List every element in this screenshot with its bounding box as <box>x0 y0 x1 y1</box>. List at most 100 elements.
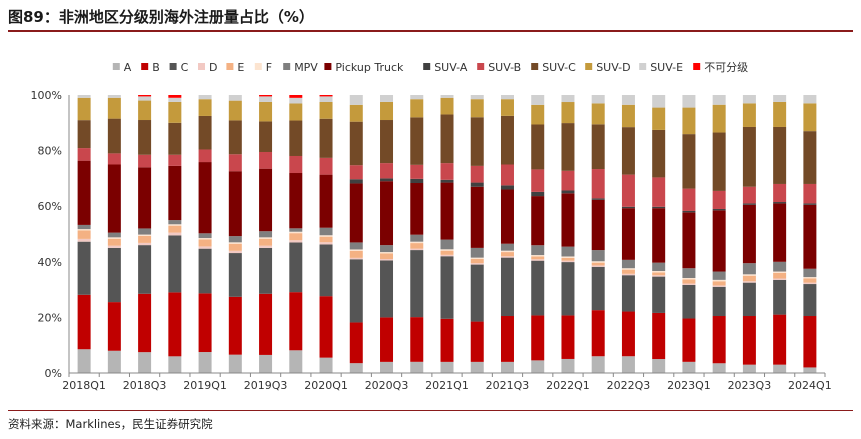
bar-segment <box>228 95 242 101</box>
bar-segment <box>107 164 121 233</box>
bar-segment <box>531 245 545 256</box>
bar-segment <box>198 246 212 249</box>
legend-label: A <box>124 61 132 74</box>
y-tick-label: 0% <box>45 367 62 380</box>
bar-segment <box>803 95 817 104</box>
legend-item: SUV-E <box>639 61 683 74</box>
bar-stack <box>228 95 242 373</box>
bar-segment <box>410 183 424 235</box>
bar-segment <box>380 178 394 182</box>
x-tick-label: 2018Q3 <box>123 379 167 392</box>
bar-segment <box>591 265 605 267</box>
bar-segment <box>259 151 273 169</box>
bar-segment <box>500 115 514 165</box>
bar-segment <box>289 103 303 121</box>
bar-stack <box>289 95 303 373</box>
footer-rule <box>8 410 853 411</box>
bar-segment <box>168 292 182 357</box>
legend-swatch <box>283 63 291 70</box>
bar-segment <box>198 95 212 100</box>
bar-segment <box>500 189 514 244</box>
bar-segment <box>349 179 363 184</box>
y-axis: 0% 20% 40% 60% 80% 100% <box>31 89 70 380</box>
bar-segment <box>289 228 303 232</box>
bar-segment <box>107 350 121 373</box>
x-tick-label: 2019Q1 <box>183 379 227 392</box>
bar-segment <box>773 95 787 102</box>
bar-segment <box>228 242 242 244</box>
bar-segment <box>410 164 424 179</box>
bar-segment <box>742 203 756 205</box>
bar-segment <box>682 212 696 269</box>
bar-segment <box>531 169 545 192</box>
legend-item: Pickup Truck <box>324 61 404 74</box>
bar-segment <box>803 367 817 373</box>
bar-segment <box>198 248 212 294</box>
chart-legend: A B C D E F MPV Pickup Truck SUV-A SUV-B SUV-C SUV-… <box>112 61 748 74</box>
bar-segment <box>773 272 787 279</box>
bar-stack <box>470 95 484 373</box>
legend-label: D <box>209 61 217 74</box>
bar-stack <box>380 95 394 373</box>
bar-segment <box>470 95 484 100</box>
bar-stack <box>138 95 152 373</box>
bar-segment <box>138 293 152 353</box>
x-axis: 2018Q1 2018Q3 2019Q1 2019Q3 2020Q1 2020Q3 2021… <box>62 372 832 392</box>
bar-segment <box>228 120 242 155</box>
bar-segment <box>773 261 787 272</box>
bar-segment <box>500 252 514 257</box>
bar-segment <box>652 208 666 263</box>
bar-segment <box>319 235 333 237</box>
bar-segment <box>742 126 756 187</box>
bar-segment <box>259 293 273 355</box>
bar-segment <box>319 296 333 358</box>
bar-segment <box>682 107 696 135</box>
bar-segment <box>621 273 635 276</box>
bar-stack <box>803 95 817 373</box>
bar-segment <box>228 236 242 243</box>
bar-segment <box>652 107 666 130</box>
legend-label: SUV-A <box>434 61 468 74</box>
bar-segment <box>77 349 91 373</box>
bar-segment <box>803 268 817 278</box>
bar-segment <box>349 322 363 364</box>
bar-segment <box>380 260 394 318</box>
bar-segment <box>259 95 273 97</box>
bar-segment <box>228 354 242 373</box>
bar-segment <box>531 255 545 257</box>
bar-segment <box>773 364 787 373</box>
bar-segment <box>440 179 454 183</box>
bar-segment <box>228 171 242 237</box>
bar-segment <box>803 282 817 285</box>
bar-segment <box>138 242 152 246</box>
legend-label: SUV-C <box>542 61 576 74</box>
bar-segment <box>712 285 726 287</box>
bar-segment <box>410 243 424 249</box>
bar-segment <box>561 102 575 124</box>
bar-segment <box>803 203 817 205</box>
bar-segment <box>742 275 756 282</box>
bar-segment <box>591 95 605 104</box>
bar-segment <box>289 292 303 351</box>
bar-segment <box>289 95 303 98</box>
bar-segment <box>742 103 756 127</box>
bar-segment <box>591 266 605 311</box>
bar-segment <box>198 233 212 239</box>
legend-item: C <box>169 61 189 74</box>
legend-item: A <box>112 61 132 74</box>
bar-segment <box>531 256 545 260</box>
bar-segment <box>561 315 575 359</box>
bar-segment <box>621 127 635 175</box>
bar-segment <box>531 260 545 316</box>
bar-segment <box>138 245 152 294</box>
bar-segment <box>349 250 363 258</box>
bar-stack <box>742 95 756 373</box>
x-tick-label: 2019Q3 <box>244 379 288 392</box>
bar-segment <box>652 272 666 276</box>
bar-segment <box>712 95 726 105</box>
bar-segment <box>168 165 182 221</box>
bar-segment <box>803 204 817 269</box>
bar-stack <box>198 95 212 373</box>
bar-segment <box>682 210 696 213</box>
bar-segment <box>500 256 514 258</box>
